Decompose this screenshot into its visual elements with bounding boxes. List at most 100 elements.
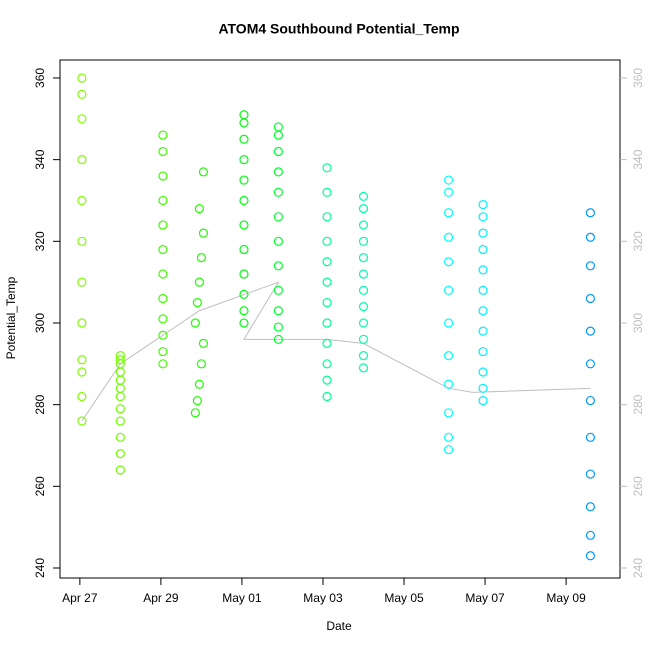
- y-tick-label: 280: [33, 394, 47, 414]
- data-point: [322, 236, 332, 246]
- data-point: [322, 163, 332, 173]
- data-point: [158, 195, 168, 206]
- data-point: [478, 212, 488, 222]
- data-point: [115, 355, 125, 365]
- data-point: [585, 261, 596, 271]
- data-point: [478, 383, 488, 393]
- x-tick-label: May 07: [465, 591, 505, 605]
- data-point: [115, 351, 125, 361]
- data-point: [273, 306, 284, 316]
- data-point: [358, 236, 369, 246]
- data-point: [443, 232, 454, 242]
- x-tick-label: May 09: [546, 591, 586, 605]
- data-point: [198, 167, 209, 177]
- y2-tick-label: 280: [631, 394, 645, 414]
- data-point: [358, 318, 369, 328]
- data-point: [239, 306, 249, 316]
- data-point: [585, 395, 596, 406]
- data-point: [273, 285, 284, 295]
- x-axis-label: Date: [326, 619, 352, 633]
- data-point: [115, 383, 125, 393]
- data-point: [358, 334, 369, 344]
- data-point: [239, 118, 249, 128]
- data-point: [158, 220, 168, 230]
- data-point: [322, 277, 332, 287]
- data-point: [358, 253, 369, 263]
- y-tick-label: 360: [33, 68, 47, 88]
- data-point: [158, 346, 168, 357]
- data-point: [239, 269, 249, 279]
- data-point: [478, 346, 488, 357]
- data-point: [585, 326, 596, 336]
- data-point: [443, 379, 454, 389]
- data-point: [358, 363, 369, 373]
- data-point: [77, 355, 87, 365]
- data-point: [443, 444, 454, 455]
- data-point: [585, 502, 596, 512]
- data-point: [115, 404, 125, 414]
- data-point: [443, 351, 454, 361]
- data-point: [322, 391, 332, 402]
- data-point: [358, 269, 369, 279]
- y2-tick-label: 320: [631, 231, 645, 251]
- data-point: [158, 330, 168, 340]
- y-tick-label: 240: [33, 558, 47, 578]
- data-point: [443, 408, 454, 418]
- data-point: [478, 199, 488, 210]
- data-point: [322, 338, 332, 348]
- data-point: [192, 297, 202, 308]
- data-point: [196, 253, 207, 263]
- x-tick-label: May 05: [384, 591, 424, 605]
- data-point: [585, 293, 596, 304]
- data-point: [239, 318, 249, 328]
- data-point: [77, 367, 87, 377]
- x-tick-label: May 01: [222, 591, 262, 605]
- data-point: [77, 416, 87, 426]
- data-point: [322, 318, 332, 328]
- data-point: [239, 220, 249, 230]
- data-point: [194, 379, 204, 389]
- y-tick-label: 300: [33, 313, 47, 333]
- data-point: [239, 155, 249, 165]
- data-point: [194, 277, 204, 287]
- data-point: [198, 228, 209, 238]
- data-point: [358, 302, 369, 312]
- data-point: [239, 110, 249, 120]
- data-point: [273, 146, 284, 157]
- y2-tick-label: 340: [631, 149, 645, 169]
- data-point: [322, 375, 332, 385]
- data-point: [77, 236, 87, 246]
- data-point: [115, 367, 125, 377]
- data-point: [273, 261, 284, 271]
- data-point: [585, 469, 596, 479]
- data-point: [77, 277, 87, 287]
- x-tick-label: May 03: [303, 591, 343, 605]
- data-point: [194, 204, 204, 214]
- data-point: [358, 285, 369, 295]
- data-point: [239, 195, 249, 206]
- data-point: [358, 191, 369, 201]
- data-point: [273, 187, 284, 197]
- data-point: [358, 204, 369, 214]
- data-point: [77, 318, 87, 328]
- data-point: [478, 367, 488, 377]
- data-point: [190, 408, 200, 418]
- data-point: [158, 171, 168, 181]
- data-point: [358, 220, 369, 230]
- data-point: [273, 212, 284, 222]
- data-point: [443, 257, 454, 267]
- data-point: [190, 318, 200, 328]
- y2-tick-label: 260: [631, 476, 645, 496]
- plot-frame: [59, 59, 621, 579]
- data-point: [115, 391, 125, 402]
- data-point: [115, 449, 125, 459]
- data-point: [585, 530, 596, 540]
- data-point: [273, 322, 284, 332]
- data-point: [478, 395, 488, 406]
- data-point: [273, 130, 284, 140]
- data-point: [192, 395, 202, 406]
- x-tick-label: Apr 29: [143, 591, 179, 605]
- data-point: [478, 265, 488, 275]
- data-point: [77, 155, 87, 165]
